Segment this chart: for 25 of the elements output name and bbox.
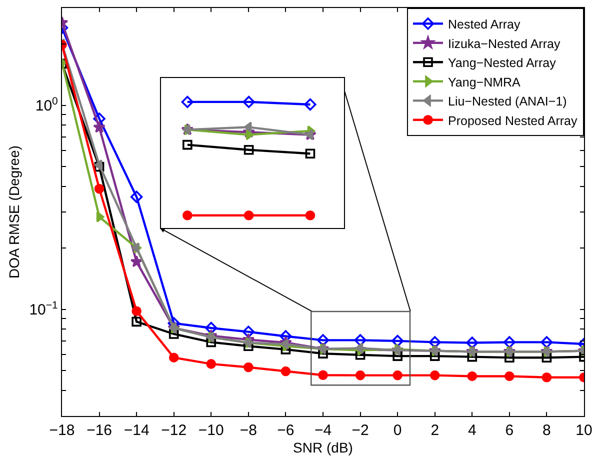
x-tick-label: −4 <box>314 422 332 440</box>
x-tick-label: 6 <box>505 422 514 440</box>
x-axis-title: SNR (dB) <box>293 439 353 456</box>
x-tick-label: 8 <box>542 422 551 440</box>
y-tick-label: 10$^{0}$ <box>35 95 58 115</box>
x-tick-label: −18 <box>49 422 75 440</box>
legend-label: Proposed Nested Array <box>448 114 578 128</box>
x-tick-label: −14 <box>124 422 150 440</box>
legend-label: Yang−NMRA <box>448 75 522 90</box>
y-tick-label: 10$^{−1}$ <box>29 299 58 319</box>
x-tick-label: −6 <box>277 422 294 440</box>
x-tick-label: −10 <box>198 422 224 440</box>
x-tick-label: 10 <box>576 422 592 440</box>
x-tick-label: 2 <box>430 422 440 440</box>
legend-label: Yang−Nested Array <box>448 56 557 70</box>
x-tick-label: 0 <box>393 422 402 440</box>
legend-label: Nested Array <box>448 18 522 32</box>
x-tick-label: −16 <box>86 422 112 440</box>
legend-label: Iizuka−Nested Array <box>448 36 561 51</box>
x-tick-label: −2 <box>352 422 369 440</box>
legend-label: Liu−Nested (ANAI−1) <box>448 94 567 108</box>
x-tick-label: −8 <box>240 422 257 440</box>
x-tick-label: 4 <box>468 422 476 440</box>
x-tick-label: −12 <box>161 422 187 440</box>
y-axis-title: DOA RMSE (Degree) <box>6 145 22 279</box>
